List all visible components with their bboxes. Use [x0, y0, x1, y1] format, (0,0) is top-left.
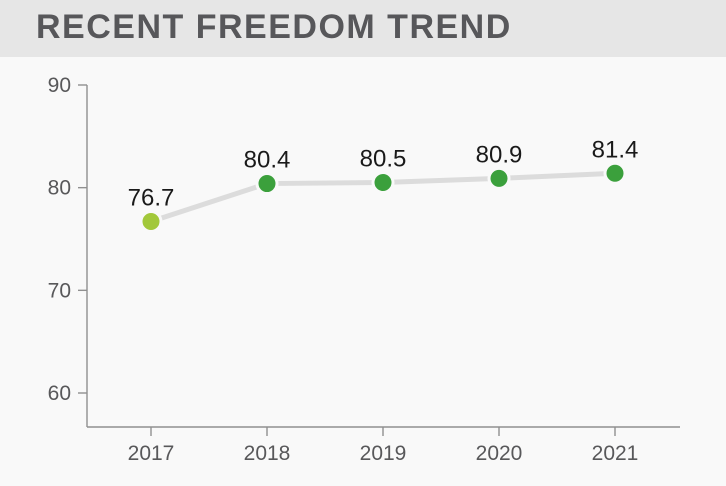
freedom-trend-line-chart: 60 70 80 90 2017 2018 2019 2020 2021 76.7 80.4 80.5…	[48, 74, 680, 465]
x-tick-label: 2018	[244, 442, 291, 465]
x-tick-label: 2020	[476, 442, 523, 465]
chart-title: RECENT FREEDOM TREND	[36, 7, 512, 46]
y-tick-label: 60	[48, 382, 71, 405]
y-tick-label: 80	[48, 177, 71, 200]
data-point-label-2018: 80.4	[244, 147, 291, 174]
x-tick-label: 2021	[592, 442, 639, 465]
data-point-2021	[603, 161, 627, 185]
x-tick-label: 2017	[128, 442, 175, 465]
data-point-2018	[255, 172, 279, 196]
data-point-label-2020: 80.9	[476, 141, 523, 168]
data-point-2020	[487, 166, 511, 190]
y-tick-label: 90	[48, 74, 71, 97]
data-point-label-2019: 80.5	[360, 146, 407, 173]
y-tick-label: 70	[48, 279, 71, 302]
data-point-label-2021: 81.4	[592, 136, 639, 163]
chart-area: 60 70 80 90 2017 2018 2019 2020 2021 76.7 80.4 80.5…	[0, 57, 726, 486]
data-point-2017	[139, 210, 163, 234]
x-tick-label: 2019	[360, 442, 407, 465]
chart-header: RECENT FREEDOM TREND	[0, 0, 726, 57]
data-point-label-2017: 76.7	[128, 185, 175, 212]
data-point-2019	[371, 171, 395, 195]
